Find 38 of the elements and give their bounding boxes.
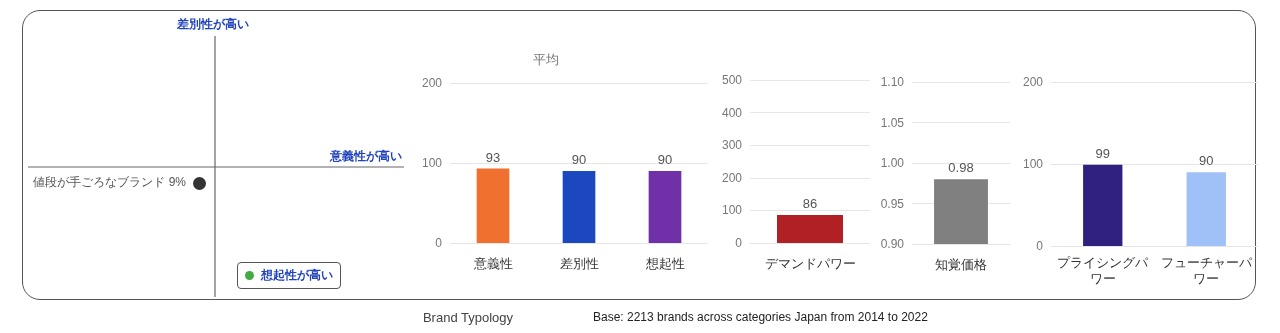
x-tick-label: フューチャーパワー <box>1160 254 1253 286</box>
y-tick-label: 200 <box>721 170 743 185</box>
x-tick-label: デマンドパワー <box>764 256 856 271</box>
x-tick-label: プライシングパワー <box>1057 254 1150 286</box>
x-tick-label: 差別性 <box>559 256 599 271</box>
y-tick-label: 1.00 <box>880 156 905 170</box>
data-label: 0.98 <box>948 160 974 176</box>
y-tick-label: 1.05 <box>880 115 905 130</box>
y-tick-label: 300 <box>721 138 743 153</box>
y-tick-label: 0.95 <box>880 196 905 211</box>
data-label: 86 <box>802 195 818 211</box>
data-label: 90 <box>1199 153 1214 169</box>
y-tick-label: 0 <box>1036 239 1044 253</box>
y-tick-label: 100 <box>721 203 743 218</box>
y-tick-label: 100 <box>421 156 443 170</box>
data-label: 90 <box>657 152 673 167</box>
x-tick-label: 想起性 <box>644 256 685 271</box>
y-tick-label: 0.90 <box>880 237 905 251</box>
y-tick-label: 100 <box>1022 157 1044 171</box>
data-label: 90 <box>571 152 587 167</box>
y-tick-label: 500 <box>721 73 743 87</box>
text: 差別性が高い <box>176 16 250 33</box>
y-tick-label: 400 <box>721 105 743 120</box>
x-tick-label: 知覚価格 <box>935 257 987 272</box>
x-tick-label: 意義性 <box>472 256 513 271</box>
y-tick-label: 0 <box>435 236 443 250</box>
chart-title: 平均 <box>533 52 559 67</box>
text: 値段が手ごろなブランド 9% <box>32 174 186 191</box>
text: Base: 2213 brands across categories Japan from 2014 to 2022 <box>593 310 928 324</box>
text: 想起性が高い <box>261 267 333 284</box>
y-tick-label: 200 <box>421 76 443 90</box>
y-tick-label: 0 <box>735 236 743 250</box>
text: 意義性が高い <box>329 148 402 165</box>
data-label: 99 <box>1095 145 1110 161</box>
text: Brand Typology <box>421 310 515 325</box>
y-tick-label: 1.10 <box>880 75 905 89</box>
y-tick-label: 200 <box>1022 75 1044 89</box>
data-label: 93 <box>485 149 501 165</box>
